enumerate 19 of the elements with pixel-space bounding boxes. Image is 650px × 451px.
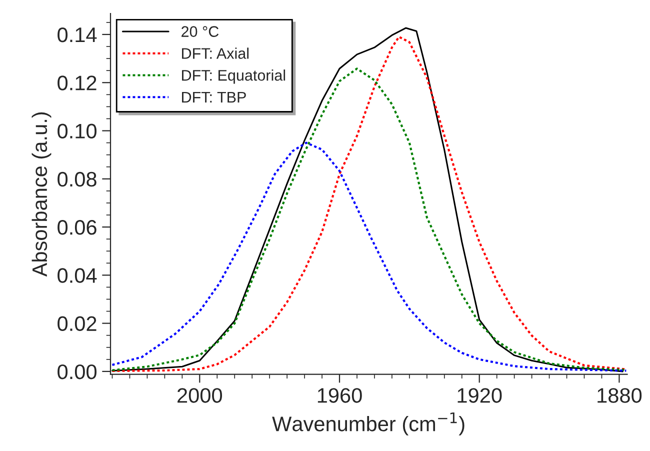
x-tick-label: 2000 [178,388,222,403]
y-tick-label: 0.10 [58,124,96,138]
y-tick-label: 0.06 [58,220,96,235]
x-tick-label: 1920 [458,388,502,403]
y-axis-title: Absorbance (a.u.) [32,112,52,277]
legend-label: DFT: TBP [182,92,246,102]
x-axis-title: Wavenumber (cm$^{−1}$) [272,412,464,436]
line-series [111,142,628,372]
y-tick-label: 0.12 [58,76,96,90]
x-tick-label: 1880 [598,388,642,403]
y-tick-label: 0.02 [58,316,96,332]
y-tick-label: 0.14 [58,27,97,42]
legend-label: DFT: Equatorial [182,70,286,84]
y-tick-label: 0.08 [58,172,96,187]
x-tick-label: 1960 [318,388,362,403]
legend-label: 20 °C [182,26,219,37]
y-tick-label: 0.04 [58,268,97,283]
legend-label: DFT: Axial [182,48,249,59]
y-tick-label: 0.00 [58,364,96,380]
